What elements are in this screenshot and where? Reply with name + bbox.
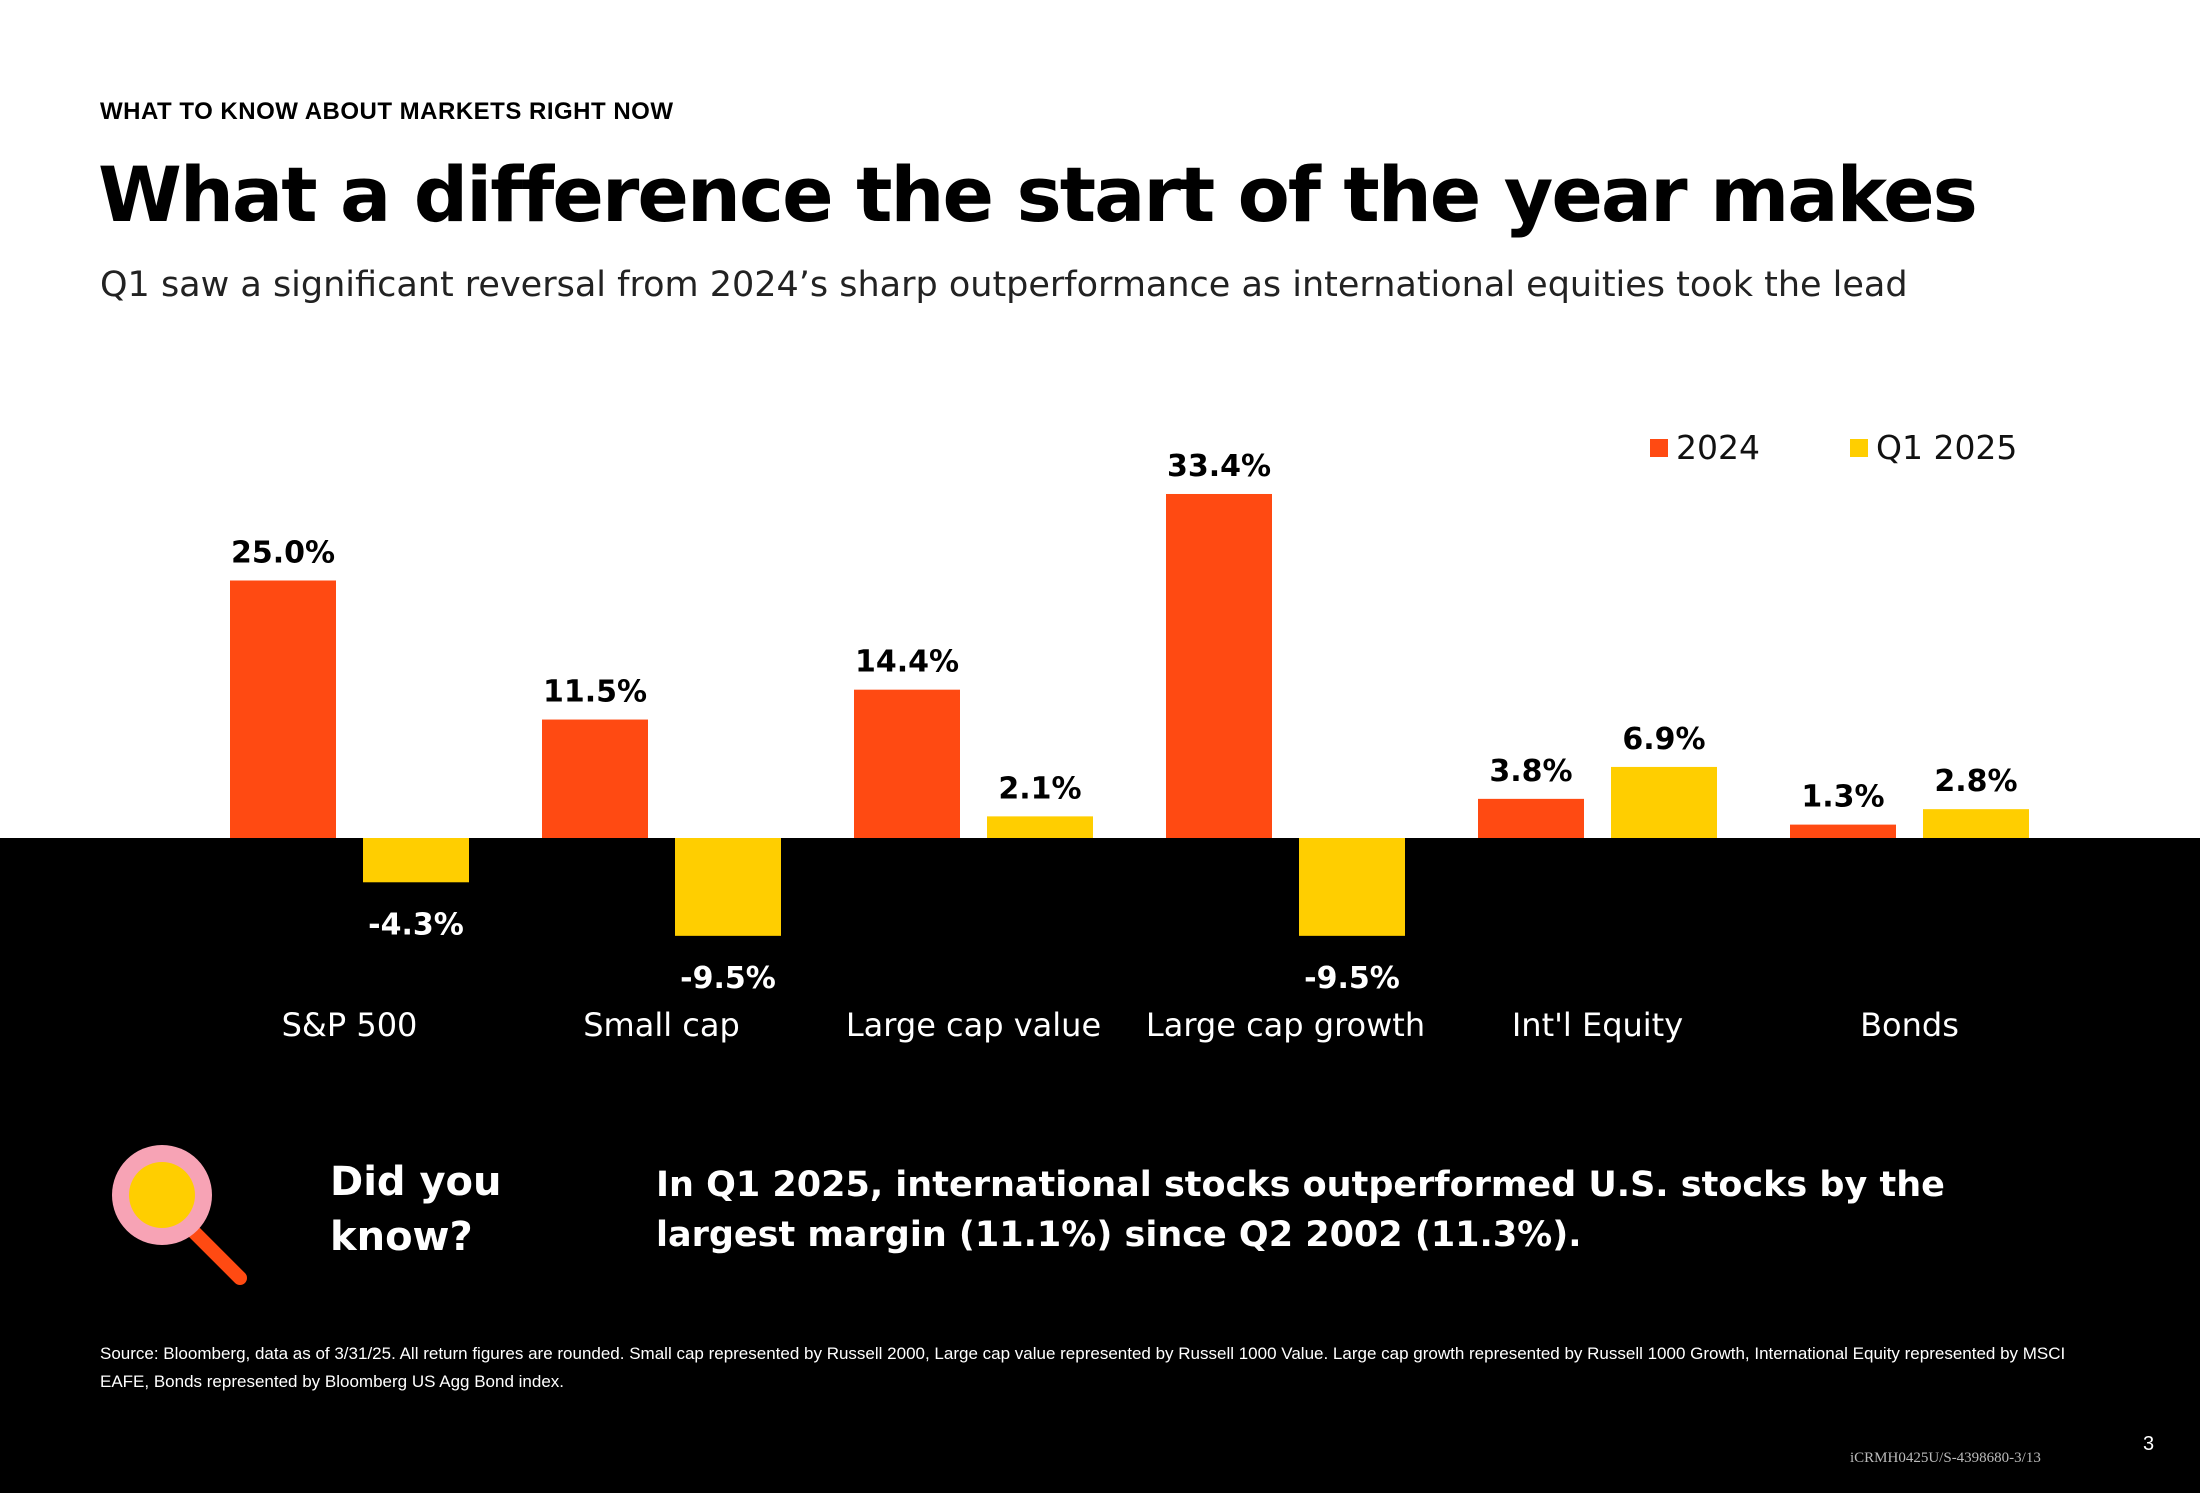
page-number: 3 xyxy=(2143,1433,2155,1455)
eyebrow-label: WHAT TO KNOW ABOUT MARKETS RIGHT NOW xyxy=(100,98,674,125)
bar-q1-2025 xyxy=(987,816,1093,838)
bar-q1-2025 xyxy=(1299,838,1405,936)
legend-swatch-q1-2025 xyxy=(1849,438,1868,457)
did-you-know-line2: know? xyxy=(330,1214,473,1260)
document-code: iCRMH0425U/S-4398680-3/13 xyxy=(1850,1450,2041,1466)
page-subtitle: Q1 saw a significant reversal from 2024’… xyxy=(100,265,1908,305)
category-label: Bonds xyxy=(1860,1006,1959,1044)
bar-q1-2025 xyxy=(675,838,781,936)
legend-label-2024: 2024 xyxy=(1676,428,1760,467)
category-label: S&P 500 xyxy=(282,1006,418,1044)
bar-2024 xyxy=(542,719,648,838)
bar-2024 xyxy=(854,689,960,838)
data-label: 2.1% xyxy=(998,771,1081,806)
legend-label-q1-2025: Q1 2025 xyxy=(1875,428,2018,467)
bar-q1-2025 xyxy=(1611,766,1717,838)
category-label: Int'l Equity xyxy=(1512,1006,1683,1044)
page-title: What a difference the start of the year … xyxy=(98,150,1978,239)
bar-2024 xyxy=(1478,798,1584,838)
bar-q1-2025 xyxy=(363,838,469,883)
legend-item-q1-2025: Q1 2025 xyxy=(1849,428,2018,467)
legend-swatch-2024 xyxy=(1650,438,1668,457)
bar-2024 xyxy=(1166,493,1272,838)
data-label: -4.3% xyxy=(368,907,464,942)
did-you-know-line1: Did you xyxy=(330,1159,502,1205)
callout-text: In Q1 2025, international stocks outperf… xyxy=(656,1165,1945,1255)
black-panel xyxy=(0,838,2200,1493)
bar-2024 xyxy=(1790,824,1896,838)
data-label: -9.5% xyxy=(680,961,776,996)
data-label: -9.5% xyxy=(1304,961,1400,996)
data-label: 1.3% xyxy=(1801,780,1884,815)
data-label: 6.9% xyxy=(1622,722,1705,757)
data-label: 11.5% xyxy=(543,675,647,710)
did-you-know-heading: Did you know? xyxy=(330,1155,502,1265)
bar-2024 xyxy=(230,580,336,838)
category-label: Large cap value xyxy=(846,1006,1101,1044)
bar-q1-2025 xyxy=(1923,809,2029,838)
chart-legend: 2024 Q1 2025 xyxy=(1650,428,2017,467)
data-label: 2.8% xyxy=(1934,764,2017,799)
bar-chart: 25.0% -4.3% S&P 500 11.5% -9.5% Small cap 14.4… xyxy=(230,449,2029,1044)
data-label: 14.4% xyxy=(855,645,959,680)
data-label: 3.8% xyxy=(1489,754,1572,789)
magnifying-glass-icon xyxy=(112,1145,247,1285)
data-label: 33.4% xyxy=(1167,449,1271,484)
legend-item-2024: 2024 xyxy=(1650,428,1760,467)
data-label: 25.0% xyxy=(231,536,335,571)
category-label: Small cap xyxy=(583,1006,740,1044)
category-label: Large cap growth xyxy=(1146,1006,1425,1044)
source-note: Source: Bloomberg, data as of 3/31/25. A… xyxy=(100,1344,2066,1391)
